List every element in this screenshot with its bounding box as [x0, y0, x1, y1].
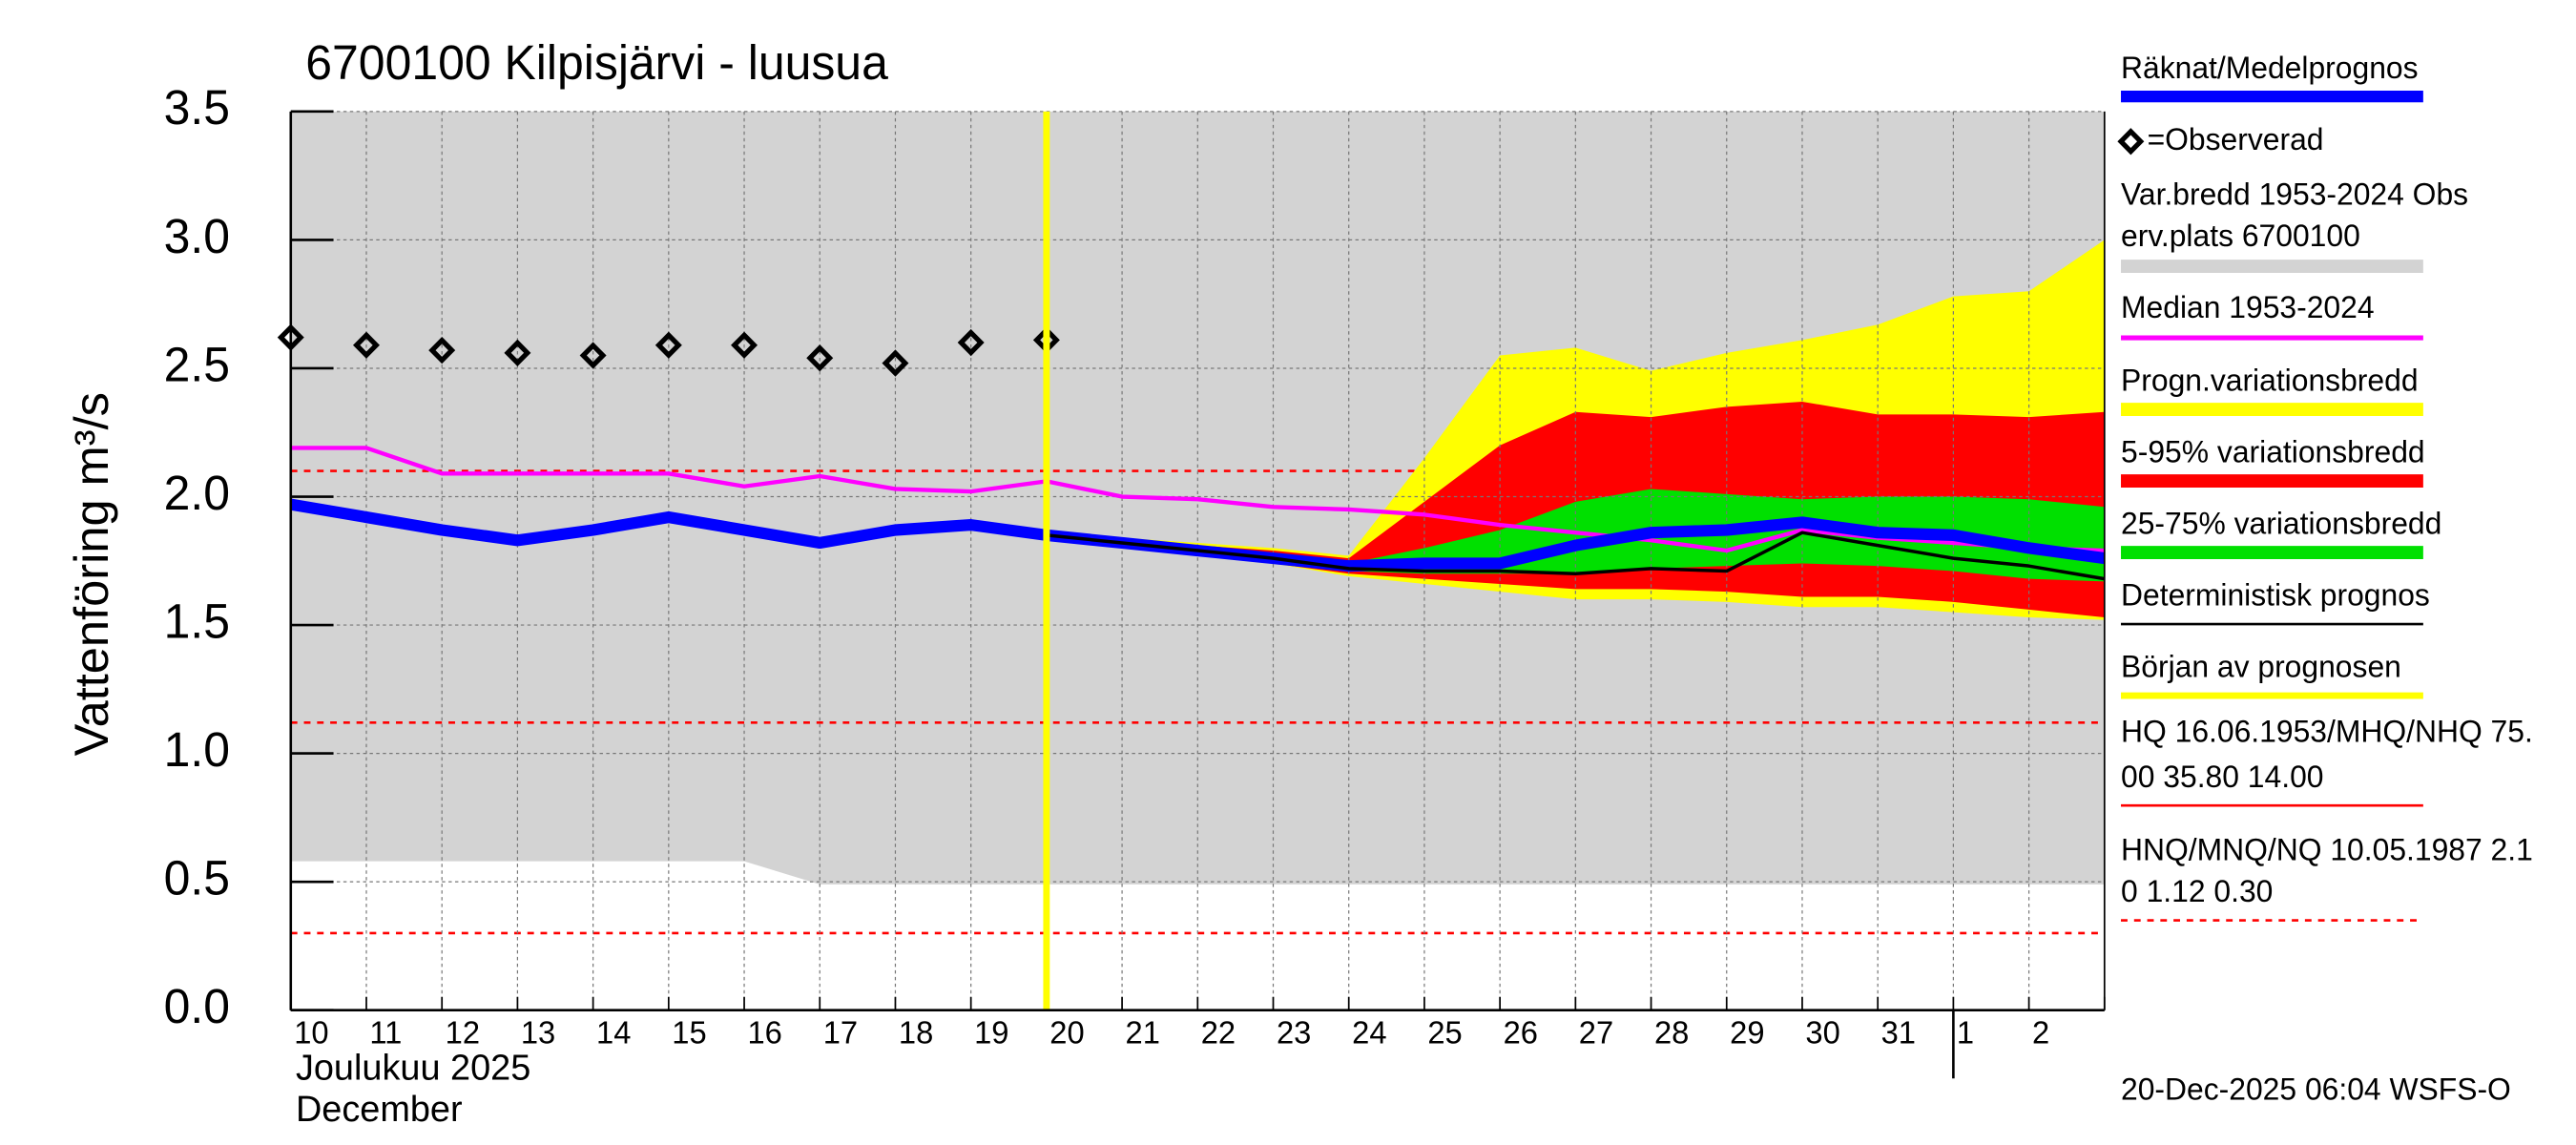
- observed-marker: [882, 349, 909, 377]
- y-tick-label: 1.0: [164, 723, 230, 777]
- x-tick-label: 10: [294, 1014, 328, 1050]
- x-tick-label: 14: [596, 1014, 631, 1050]
- series-line: [1046, 531, 2106, 581]
- observed-marker: [579, 342, 607, 369]
- legend-marker: [2117, 128, 2145, 156]
- legend-label: HQ 16.06.1953/MHQ/NHQ 75.: [2121, 715, 2533, 749]
- x-tick-label: 15: [672, 1014, 706, 1050]
- x-tick-label: 26: [1504, 1014, 1538, 1050]
- x-tick-label: 31: [1881, 1014, 1916, 1050]
- x-tick-label: 28: [1654, 1014, 1689, 1050]
- y-axis-label: Vattenföring m³/s: [65, 392, 118, 756]
- x-axis-label: December: [296, 1089, 463, 1130]
- legend-label: erv.plats 6700100: [2121, 219, 2360, 253]
- legend-label: HNQ/MNQ/NQ 10.05.1987 2.1: [2121, 832, 2533, 866]
- x-axis-label: Joulukuu 2025: [296, 1047, 530, 1088]
- x-tick-label: 17: [823, 1014, 858, 1050]
- legend-label: Median 1953-2024: [2121, 290, 2375, 324]
- legend-label: Början av prognosen: [2121, 650, 2401, 684]
- observed-marker: [806, 344, 834, 372]
- x-tick-label: 30: [1805, 1014, 1839, 1050]
- x-tick-label: 27: [1579, 1014, 1613, 1050]
- observed-marker: [654, 331, 682, 359]
- legend-label: Räknat/Medelprognos: [2121, 51, 2419, 85]
- legend-label: 00 35.80 14.00: [2121, 760, 2323, 794]
- legend-label: Progn.variationsbredd: [2121, 364, 2419, 398]
- legend-label: =Observerad: [2148, 122, 2324, 156]
- timestamp: 20-Dec-2025 06:04 WSFS-O: [2121, 1072, 2511, 1107]
- y-tick-label: 3.5: [164, 81, 230, 135]
- x-tick-label: 23: [1277, 1014, 1311, 1050]
- y-tick-label: 3.0: [164, 209, 230, 262]
- y-tick-label: 2.0: [164, 467, 230, 520]
- legend-label: Deterministisk prognos: [2121, 578, 2430, 613]
- x-tick-label: 18: [899, 1014, 933, 1050]
- legend-label: 0 1.12 0.30: [2121, 874, 2273, 908]
- x-tick-label: 12: [446, 1014, 480, 1050]
- x-tick-label: 2: [2032, 1014, 2049, 1050]
- x-tick-label: 21: [1126, 1014, 1160, 1050]
- x-tick-label: 20: [1049, 1014, 1084, 1050]
- x-tick-label: 16: [747, 1014, 781, 1050]
- y-tick-label: 2.5: [164, 338, 230, 391]
- observed-marker: [428, 336, 456, 364]
- x-tick-label: 11: [369, 1014, 402, 1050]
- observed-marker: [353, 331, 380, 359]
- x-tick-label: 29: [1730, 1014, 1764, 1050]
- x-tick-label: 24: [1352, 1014, 1386, 1050]
- x-tick-label: 1: [1957, 1014, 1974, 1050]
- observed-marker: [731, 331, 758, 359]
- y-tick-label: 0.5: [164, 851, 230, 905]
- legend-label: 25-75% variationsbredd: [2121, 507, 2441, 541]
- legend-label: 5-95% variationsbredd: [2121, 435, 2425, 469]
- y-tick-label: 0.0: [164, 980, 230, 1033]
- x-tick-label: 25: [1427, 1014, 1462, 1050]
- y-tick-label: 1.5: [164, 594, 230, 648]
- x-tick-label: 19: [974, 1014, 1008, 1050]
- x-tick-label: 13: [521, 1014, 555, 1050]
- observed-marker: [957, 328, 985, 357]
- chart-title: 6700100 Kilpisjärvi - luusua: [305, 36, 888, 90]
- legend-label: Var.bredd 1953-2024 Obs: [2121, 177, 2468, 211]
- x-tick-label: 22: [1201, 1014, 1236, 1050]
- series-line: [290, 446, 2105, 553]
- observed-marker: [504, 339, 531, 366]
